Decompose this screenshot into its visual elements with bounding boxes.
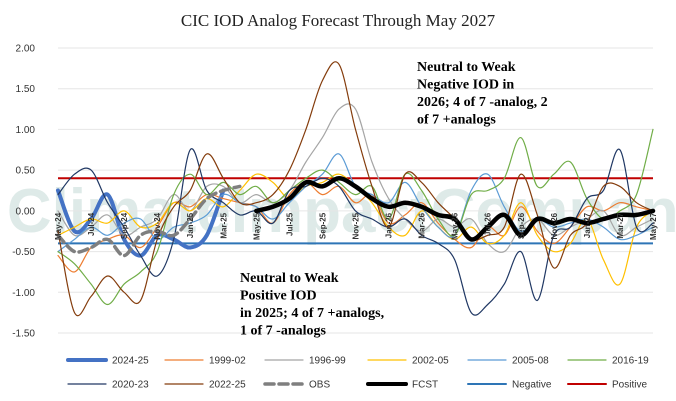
x-tick-label: Jul-24 <box>87 212 96 236</box>
legend-label: FCST <box>412 380 438 391</box>
x-tick-label: Mar-26 <box>418 212 427 238</box>
x-tick-label: Mar-25 <box>219 212 228 238</box>
x-tick-label: Sep-25 <box>318 212 327 239</box>
y-tick-label: -1.00 <box>12 288 35 299</box>
y-tick-label: 1.50 <box>16 84 36 95</box>
x-tick-label: Sep-24 <box>120 212 129 239</box>
legend: 2024-25 1999-02 1996-99 2002-05 2005-08 2016-… <box>66 356 649 391</box>
y-tick-label: 2.00 <box>16 44 36 55</box>
x-tick-label: Mar-27 <box>616 212 625 238</box>
y-tick-label: -1.50 <box>12 329 35 340</box>
legend-label: 2016-19 <box>612 356 649 367</box>
legend-label: 2020-23 <box>112 380 149 391</box>
series-line-2022-25 <box>57 61 654 317</box>
legend-label: OBS <box>309 380 330 391</box>
legend-label: 2005-08 <box>512 356 549 367</box>
x-tick-label: May-27 <box>649 212 658 240</box>
annotation-neg-line: Negative IOD in <box>417 78 514 93</box>
y-tick-label: 0.50 <box>16 166 36 177</box>
legend-label: 1996-99 <box>309 356 346 367</box>
series-line-fcst <box>254 176 656 242</box>
series-line-2020-23 <box>57 148 654 316</box>
legend-label: 2024-25 <box>112 356 149 367</box>
annotation-pos-line: in 2025; 4 of 7 +analogs, <box>240 306 384 321</box>
x-tick-label: May-25 <box>252 212 261 240</box>
annotation-neg-line: 2026; 4 of 7 -analog, 2 <box>417 95 548 110</box>
y-tick-label: 1.00 <box>16 125 36 136</box>
x-tick-label: Jul-25 <box>285 212 294 236</box>
x-tick-label: Jul-26 <box>484 212 493 236</box>
series-line-obs <box>56 184 242 258</box>
legend-label: 2022-25 <box>209 380 246 391</box>
legend-label: 1999-02 <box>209 356 246 367</box>
y-axis-ticks: 2.00 1.50 1.00 0.50 0.00 -0.50 -1.00 -1.50 <box>12 44 35 340</box>
legend-label: 2002-05 <box>412 356 449 367</box>
annotations: Neutral to Weak Negative IOD in 2026; 4 of… <box>240 60 548 339</box>
x-tick-label: Nov-26 <box>550 212 559 239</box>
annotation-pos-line: Neutral to Weak <box>240 271 339 286</box>
x-tick-label: Nov-25 <box>352 212 361 239</box>
series-line-2016-19 <box>57 128 654 306</box>
annotation-neg-line: of 7 +analogs <box>417 113 496 128</box>
x-axis-ticks: May-24 Jul-24 Sep-24 Nov-24 Jan-25 Mar-25 May-… <box>54 212 658 240</box>
x-tick-label: Jan-26 <box>385 212 394 238</box>
chart-title: CIC IOD Analog Forecast Through May 2027 <box>181 11 496 30</box>
annotation-pos-line: 1 of 7 -analogs <box>240 324 327 339</box>
y-tick-label: -0.50 <box>12 247 35 258</box>
x-tick-label: Jan-27 <box>583 212 592 238</box>
annotation-pos-line: Positive IOD <box>240 289 317 304</box>
annotation-neg-line: Neutral to Weak <box>417 60 516 75</box>
series-lines <box>56 61 656 317</box>
y-tick-label: 0.00 <box>16 206 36 217</box>
x-tick-label: Nov-24 <box>153 212 162 239</box>
x-tick-label: Sep-26 <box>517 212 526 239</box>
x-tick-label: May-24 <box>54 212 63 240</box>
legend-label: Negative <box>512 380 552 391</box>
x-tick-label: May-26 <box>451 212 460 240</box>
series-line-1999-02 <box>57 181 654 273</box>
x-tick-label: Jan-25 <box>186 212 195 238</box>
legend-label: Positive <box>612 380 647 391</box>
